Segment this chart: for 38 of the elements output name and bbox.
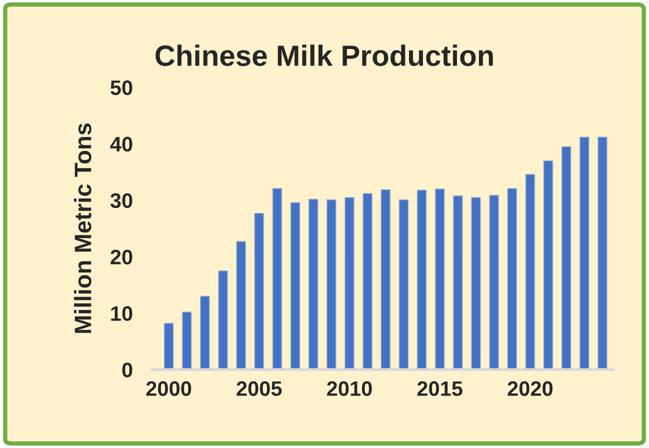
x-tick-label: 2005 bbox=[236, 381, 282, 396]
bar bbox=[290, 202, 300, 370]
bar bbox=[272, 188, 282, 370]
x-tick-label: 2010 bbox=[327, 381, 372, 396]
x-tick-label: 2020 bbox=[508, 381, 553, 396]
bar bbox=[254, 212, 264, 370]
x-tick-label: 2000 bbox=[146, 381, 192, 396]
y-axis-title: Million Metric Tons bbox=[74, 123, 92, 333]
x-tick-label: 2015 bbox=[417, 381, 462, 396]
bar bbox=[471, 197, 481, 370]
y-tick-label: 20 bbox=[110, 250, 132, 264]
y-tick-label: 30 bbox=[110, 193, 132, 208]
bar bbox=[525, 174, 536, 370]
bar bbox=[489, 194, 499, 370]
bar bbox=[598, 136, 608, 370]
bar bbox=[452, 195, 463, 370]
bar bbox=[326, 199, 336, 370]
chart-title: Chinese Milk Production bbox=[156, 44, 493, 66]
bar bbox=[236, 241, 246, 370]
bar bbox=[416, 190, 427, 370]
bar bbox=[543, 160, 554, 370]
bar bbox=[218, 270, 228, 370]
bar bbox=[507, 188, 518, 370]
bar bbox=[362, 193, 372, 370]
bar bbox=[561, 146, 572, 370]
y-tick-label: 40 bbox=[110, 136, 132, 152]
bar bbox=[200, 296, 210, 370]
y-tick-label: 0 bbox=[122, 362, 132, 378]
bar bbox=[398, 199, 409, 370]
bar bbox=[164, 322, 174, 370]
bar bbox=[434, 188, 445, 370]
y-tick-label: 50 bbox=[110, 80, 132, 96]
bar bbox=[579, 136, 590, 370]
bar bbox=[308, 198, 318, 370]
y-tick-label: 10 bbox=[111, 306, 132, 321]
bar bbox=[344, 197, 354, 370]
bar bbox=[380, 189, 391, 370]
bar bbox=[182, 312, 192, 370]
